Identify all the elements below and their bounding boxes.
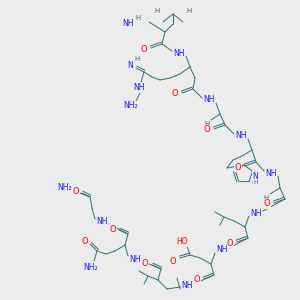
Text: NH: NH [129,254,141,263]
Text: NH₂: NH₂ [84,262,98,272]
Text: O: O [264,200,270,208]
Text: N: N [127,61,133,70]
Text: NH: NH [265,169,277,178]
Text: H: H [263,195,268,201]
Text: O: O [172,89,178,98]
Text: H: H [154,8,160,14]
Text: HO: HO [176,238,188,247]
Text: NH: NH [216,245,228,254]
Text: NH₂: NH₂ [58,182,72,191]
Text: H: H [186,8,192,14]
Text: O: O [82,238,88,247]
Text: NH: NH [133,83,145,92]
Text: O: O [204,125,210,134]
Text: O: O [227,238,233,247]
Text: O: O [194,275,200,284]
Text: O: O [141,44,147,53]
Text: H: H [135,15,141,21]
Text: NH: NH [203,95,215,104]
Text: NH: NH [181,281,193,290]
Text: NH: NH [96,218,108,226]
Text: H: H [253,180,258,185]
Text: NH: NH [250,208,262,217]
Text: NH: NH [122,20,134,28]
Text: O: O [235,163,241,172]
Text: NH₂: NH₂ [124,101,138,110]
Text: H: H [204,121,210,127]
Text: O: O [73,188,79,196]
Text: O: O [142,260,148,268]
Text: O: O [170,256,176,266]
Text: H: H [134,56,140,62]
Text: N: N [251,177,257,186]
Text: N: N [253,172,258,181]
Text: O: O [110,224,116,233]
Text: NH: NH [173,49,185,58]
Text: NH: NH [235,131,247,140]
